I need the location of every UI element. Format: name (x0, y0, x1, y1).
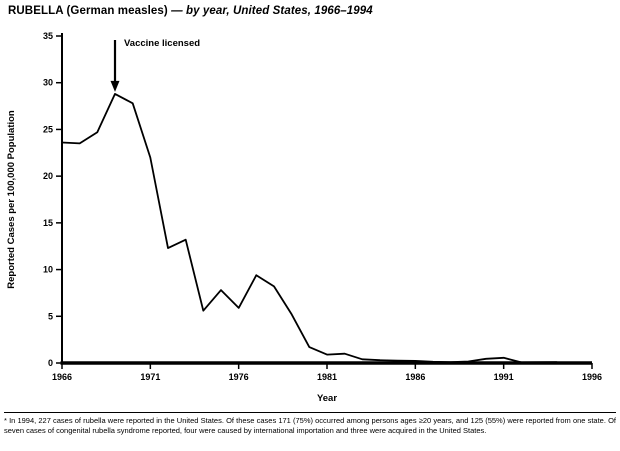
chart-area: 0 5 10 15 20 25 30 35 1966 1971 1976 1981 1986 1991 19… (0, 26, 620, 408)
svg-text:0: 0 (48, 358, 53, 368)
footnote-marker: * (4, 416, 7, 425)
svg-text:10: 10 (43, 265, 53, 275)
footnote-text: In 1994, 227 cases of rubella were repor… (4, 416, 616, 436)
svg-text:15: 15 (43, 218, 53, 228)
footnote: * In 1994, 227 cases of rubella were rep… (4, 412, 616, 436)
chart-title-disease: RUBELLA (German measles) (8, 5, 168, 17)
rubella-series-line (61, 93, 558, 364)
svg-text:35: 35 (43, 31, 53, 41)
rubella-line-chart: 0 5 10 15 20 25 30 35 1966 1971 1976 1981 1986 1991 19… (6, 31, 602, 404)
svg-text:30: 30 (43, 78, 53, 88)
vaccine-arrow-head (110, 80, 120, 92)
svg-text:1981: 1981 (317, 372, 337, 382)
svg-text:1966: 1966 (52, 372, 72, 382)
chart-title: RUBELLA (German measles) — by year, Unit… (8, 5, 373, 17)
vaccine-licensed-label: Vaccine licensed (124, 38, 200, 49)
y-axis-title: Reported Cases per 100,000 Population (6, 110, 17, 289)
svg-text:1996: 1996 (582, 372, 602, 382)
svg-text:20: 20 (43, 171, 53, 181)
chart-title-scope: — by year, United States, 1966–1994 (167, 5, 373, 17)
x-axis-title: Year (317, 393, 337, 404)
svg-text:1986: 1986 (405, 372, 425, 382)
svg-text:5: 5 (48, 311, 53, 321)
svg-text:1971: 1971 (140, 372, 160, 382)
svg-text:25: 25 (43, 124, 53, 134)
svg-text:1976: 1976 (229, 372, 249, 382)
svg-text:1991: 1991 (494, 372, 514, 382)
